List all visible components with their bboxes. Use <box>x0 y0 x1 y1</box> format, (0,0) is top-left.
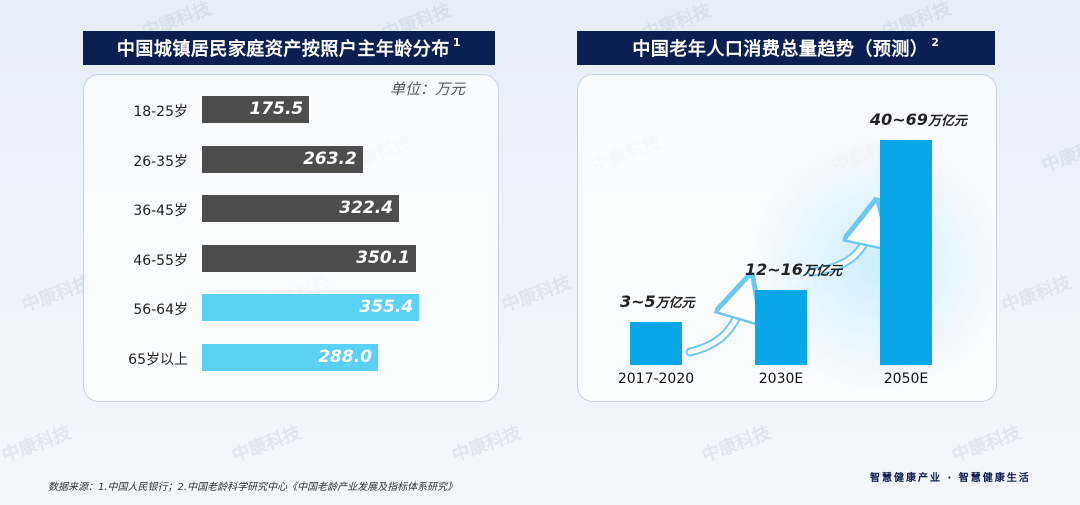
column-value-label: 12~16万亿元 <box>745 260 842 279</box>
watermark: 中康科技 <box>999 272 1074 317</box>
bar-category-label: 46-55岁 <box>133 252 188 269</box>
column-category-label: 2017-2020 <box>617 371 695 387</box>
column-value-label: 3~5万亿元 <box>620 292 695 311</box>
right-panel-title-text: 中国老年人口消费总量趋势（预测） <box>632 39 929 60</box>
data-source-footnote: 数据来源：1.中国人民银行；2.中国老龄科学研究中心《中国老龄产业发展及指标体系… <box>48 482 458 493</box>
bar-value-label: 175.5 <box>249 99 304 119</box>
bar-value-label: 263.2 <box>303 148 357 169</box>
left-panel-title-text: 中国城镇居民家庭资产按照户主年龄分布 <box>116 39 450 60</box>
bar-category-label: 18-25岁 <box>133 104 188 120</box>
watermark: 中康科技 <box>449 422 524 467</box>
watermark: 中康科技 <box>499 272 574 317</box>
bar <box>202 145 363 173</box>
bar-category-label: 36-45岁 <box>133 203 188 219</box>
column-value-label: 40~69万亿元 <box>870 110 967 129</box>
bar <box>202 294 420 321</box>
right-panel-title: 中国老年人口消费总量趋势（预测） 2 <box>577 31 995 65</box>
bar-value-label: 322.4 <box>339 198 394 218</box>
column-value-number: 12~16 <box>745 259 803 279</box>
bar-category-label: 26-35岁 <box>133 153 188 170</box>
bar-value-label: 350.1 <box>356 247 410 268</box>
bar-category-label: 65岁以上 <box>128 351 188 368</box>
column-bar <box>880 140 932 365</box>
column-value-number: 3~5 <box>620 292 656 311</box>
column-value-unit: 万亿元 <box>802 263 842 279</box>
watermark: 中康科技 <box>1039 132 1080 177</box>
column-bar <box>755 289 807 365</box>
bar <box>202 343 378 371</box>
column-value-number: 40~69 <box>870 110 928 129</box>
watermark: 中康科技 <box>949 422 1024 467</box>
column-bar <box>630 322 682 365</box>
bar-category-label: 56-64岁 <box>133 302 188 318</box>
left-panel-title: 中国城镇居民家庭资产按照户主年龄分布 1 <box>83 31 495 65</box>
slogan: 智慧健康产业 · 智慧健康生活 <box>870 473 1031 484</box>
bar <box>202 96 310 123</box>
right-panel-title-sup: 2 <box>931 35 940 49</box>
left-panel-title-sup: 1 <box>452 35 462 49</box>
bar-value-label: 355.4 <box>359 297 414 317</box>
watermark: 中康科技 <box>229 422 304 467</box>
bar <box>202 244 416 272</box>
column-category-label: 2050E <box>883 371 929 387</box>
bar <box>202 195 400 222</box>
column-category-label: 2030E <box>758 371 804 387</box>
bar-value-label: 288.0 <box>318 346 372 367</box>
watermark: 中康科技 <box>699 422 774 467</box>
column-value-unit: 万亿元 <box>655 296 695 311</box>
column-value-unit: 万亿元 <box>927 114 967 129</box>
unit-label: 单位：万元 <box>390 80 466 98</box>
watermark: 中康科技 <box>0 422 74 467</box>
